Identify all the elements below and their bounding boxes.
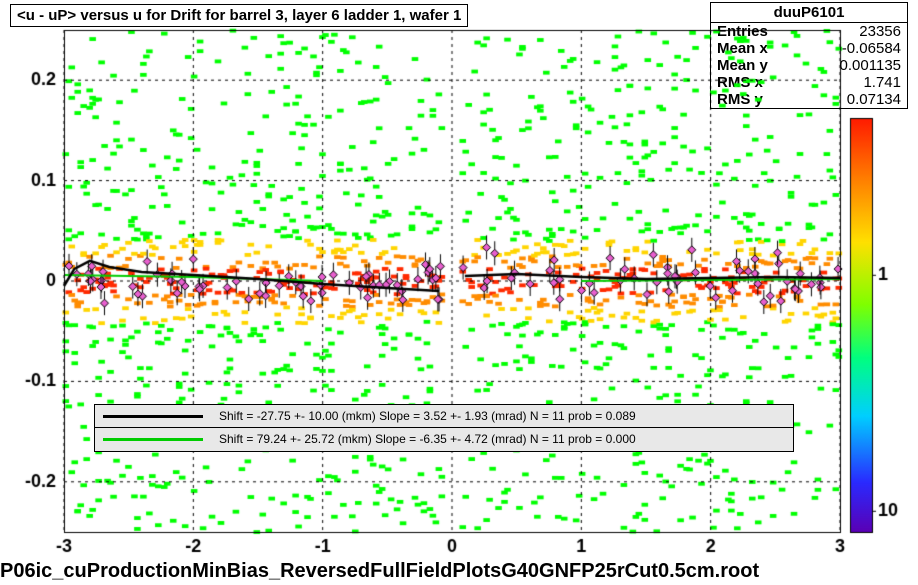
plot-canvas xyxy=(0,0,918,585)
fit-legend: Shift = -27.75 +- 10.00 (mkm) Slope = 3.… xyxy=(94,404,794,452)
legend-row: Shift = -27.75 +- 10.00 (mkm) Slope = 3.… xyxy=(95,405,793,428)
footer-filename: P06ic_cuProductionMinBias_ReversedFullFi… xyxy=(0,560,759,583)
legend-row: Shift = 79.24 +- 25.72 (mkm) Slope = -6.… xyxy=(95,428,793,450)
